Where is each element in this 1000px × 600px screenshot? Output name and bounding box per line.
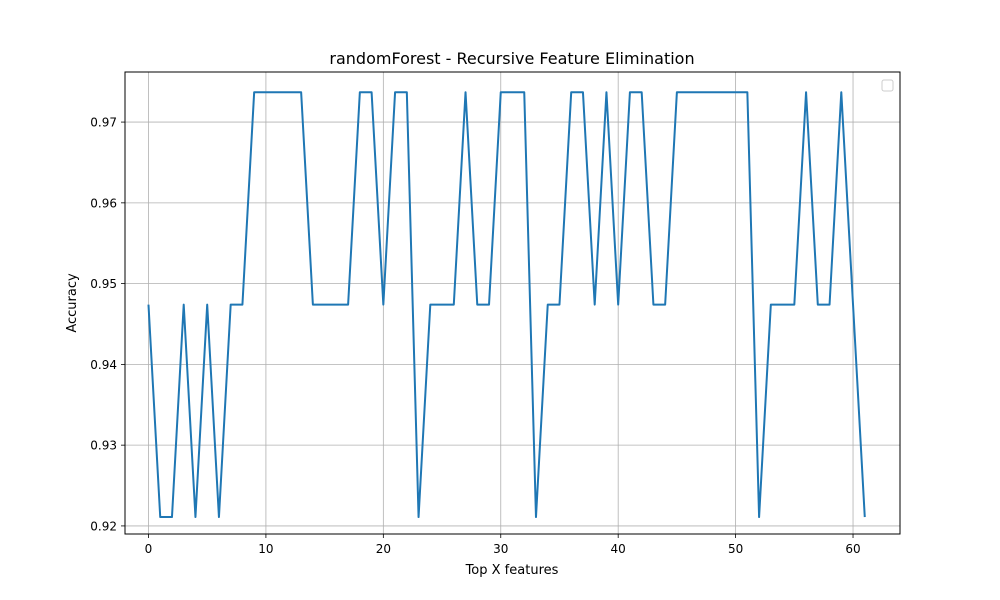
x-tick-label: 30 (493, 542, 508, 556)
y-tick-label: 0.96 (90, 196, 117, 210)
chart-title: randomForest - Recursive Feature Elimina… (329, 49, 694, 68)
y-tick-label: 0.92 (90, 519, 117, 533)
y-axis-label: Accuracy (65, 273, 80, 333)
x-axis-ticks: 0 10 20 30 40 50 60 (145, 534, 861, 556)
y-axis-ticks: 0.92 0.93 0.94 0.95 0.96 0.97 (90, 116, 125, 533)
x-tick-label: 0 (145, 542, 153, 556)
x-tick-label: 20 (376, 542, 391, 556)
x-axis-label: Top X features (465, 563, 559, 578)
x-tick-label: 60 (845, 542, 860, 556)
x-tick-label: 10 (258, 542, 273, 556)
accuracy-series-line (147, 91, 866, 519)
y-tick-label: 0.95 (90, 277, 117, 291)
y-tick-label: 0.94 (90, 358, 117, 372)
axes-frame (124, 71, 901, 535)
series-group (147, 91, 866, 519)
y-tick-label: 0.93 (90, 439, 117, 453)
y-tick-label: 0.97 (90, 116, 117, 130)
x-tick-label: 50 (728, 542, 743, 556)
legend-box (881, 79, 894, 92)
x-tick-label: 40 (611, 542, 626, 556)
plot-area (125, 72, 900, 534)
